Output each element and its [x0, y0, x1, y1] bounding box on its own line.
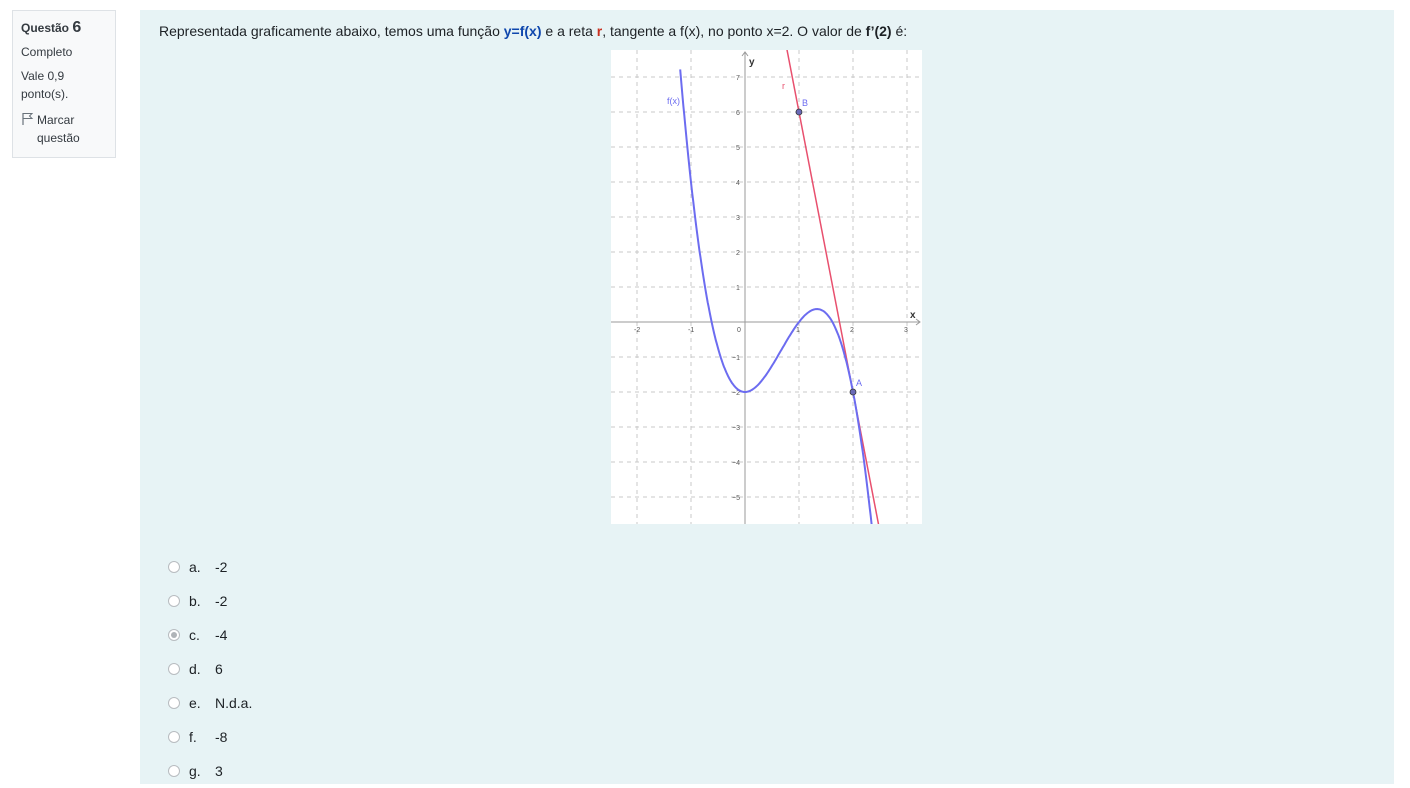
line-name: r	[596, 23, 603, 39]
question-text-part: é:	[891, 23, 908, 39]
answer-option-b[interactable]: b. -2	[168, 584, 252, 618]
y-tick-label: 6	[736, 110, 740, 117]
question-info-panel: Questão 6 Completo Vale 0,9 ponto(s). Ma…	[12, 10, 116, 158]
fx-label: f(x)	[667, 96, 680, 106]
answer-text: 3	[215, 763, 223, 779]
point-a-label: A	[856, 378, 862, 388]
answer-letter: c.	[189, 627, 200, 643]
derivative-expression: f’(2)	[865, 23, 892, 39]
answer-option-c[interactable]: c. -4	[168, 618, 252, 652]
y-tick-label: −1	[732, 355, 740, 362]
x-tick-label: 2	[850, 327, 854, 334]
y-tick-label: 4	[736, 180, 740, 187]
tangent-line-r	[786, 48, 880, 526]
answer-option-g[interactable]: g. 3	[168, 754, 252, 788]
answer-options: a. -2 b. -2 c. -4 d. 6 e. N.d.a. f. -8 g. 3	[168, 550, 252, 788]
answer-text: -2	[215, 559, 228, 575]
x-tick-label: -2	[634, 327, 640, 334]
question-grade: Vale 0,9 ponto(s).	[21, 69, 69, 101]
question-text-part: Representada graficamente abaixo, temos …	[159, 23, 504, 39]
radio-button[interactable]	[168, 663, 180, 675]
point-b	[795, 108, 803, 116]
question-number-row: Questão 6	[21, 19, 107, 37]
y-tick-label: 1	[736, 285, 740, 292]
flag-question-label: Marcar questão	[37, 113, 80, 145]
r-label: r	[782, 81, 785, 91]
x-tick-label: 3	[904, 327, 908, 334]
radio-button[interactable]	[168, 629, 180, 641]
radio-button[interactable]	[168, 731, 180, 743]
answer-option-e[interactable]: e. N.d.a.	[168, 686, 252, 720]
answer-option-f[interactable]: f. -8	[168, 720, 252, 754]
answer-letter: b.	[189, 593, 201, 609]
function-name: y=f(x)	[503, 23, 542, 39]
answer-text: -2	[215, 593, 228, 609]
answer-text: N.d.a.	[215, 695, 253, 711]
point-a	[849, 388, 857, 396]
point-b-label: B	[802, 98, 808, 108]
y-tick-label: −3	[732, 425, 740, 432]
question-text: Representada graficamente abaixo, temos …	[159, 23, 907, 39]
y-tick-label: −4	[732, 460, 740, 467]
answer-option-a[interactable]: a. -2	[168, 550, 252, 584]
answer-letter: a.	[189, 559, 201, 575]
x-tick-label: -1	[688, 327, 694, 334]
question-state: Completo	[21, 45, 73, 59]
flag-question-link[interactable]: Marcar questão	[21, 111, 107, 147]
y-tick-label: 2	[736, 250, 740, 257]
question-text-part: e a reta	[541, 23, 597, 39]
radio-button[interactable]	[168, 697, 180, 709]
x-tick-label: 0	[737, 327, 741, 334]
x-axis-arrow	[915, 318, 921, 326]
question-label: Questão	[21, 21, 70, 35]
graph-svg: x y -2 -1 0 1 2 3 7 6 5 4 3 2 1 −1 −2 −3 −4 −5 B Af(x) r	[611, 48, 922, 530]
answer-text: -4	[215, 627, 228, 643]
question-text-part: , tangente a f(x), no ponto x=2. O valor…	[602, 23, 866, 39]
answer-option-d[interactable]: d. 6	[168, 652, 252, 686]
answer-text: 6	[215, 661, 223, 677]
radio-button[interactable]	[168, 595, 180, 607]
y-tick-label: −5	[732, 495, 740, 502]
x-axis-label: x	[910, 310, 916, 321]
answer-letter: d.	[189, 661, 201, 677]
y-axis-label: y	[749, 57, 755, 68]
flag-icon	[22, 113, 34, 125]
x-tick-label: 1	[796, 327, 800, 334]
y-tick-label: −2	[732, 390, 740, 397]
y-tick-label: 5	[736, 145, 740, 152]
y-tick-label: 3	[736, 215, 740, 222]
answer-letter: e.	[189, 695, 201, 711]
answer-letter: f.	[189, 729, 197, 745]
question-content: Representada graficamente abaixo, temos …	[140, 10, 1394, 784]
question-number: 6	[72, 19, 82, 36]
radio-button[interactable]	[168, 765, 180, 777]
answer-letter: g.	[189, 763, 201, 779]
y-axis-arrow	[741, 51, 749, 57]
y-tick-label: 7	[736, 75, 740, 82]
function-curve	[679, 69, 874, 530]
answer-text: -8	[215, 729, 228, 745]
radio-button[interactable]	[168, 561, 180, 573]
